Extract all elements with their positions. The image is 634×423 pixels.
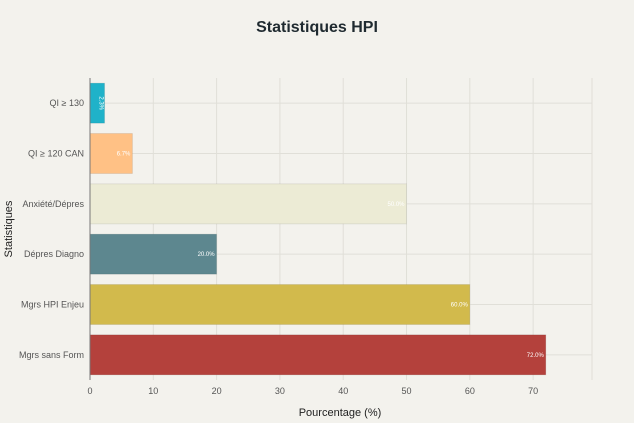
x-tick-label: 10 — [148, 386, 158, 396]
y-axis-label: Statistiques — [3, 200, 15, 257]
y-tick-label: Anxiété/Dépres — [22, 199, 84, 209]
x-tick-label: 20 — [212, 386, 222, 396]
y-tick-label: QI ≥ 130 — [50, 98, 84, 108]
x-tick-label: 70 — [528, 386, 538, 396]
y-tick-label: Dépres Diagno — [24, 249, 84, 259]
bar — [89, 183, 408, 225]
bar — [89, 233, 218, 275]
x-tick-label: 60 — [465, 386, 475, 396]
bar — [89, 133, 133, 174]
data-label: 20.0% — [198, 252, 216, 258]
bar — [89, 334, 547, 376]
chart-title: Statistiques HPI — [256, 19, 378, 36]
y-tick-label: Mgrs sans Form — [19, 350, 84, 360]
y-tick-label: QI ≥ 120 CAN — [28, 149, 84, 159]
x-tick-label: 0 — [87, 386, 92, 396]
data-label: 50.0% — [388, 202, 406, 208]
x-tick-label: 40 — [338, 386, 348, 396]
data-label: 72.0% — [527, 353, 545, 359]
data-label: 2.3% — [97, 96, 103, 110]
data-label: 6.7% — [117, 152, 131, 158]
x-tick-label: 30 — [275, 386, 285, 396]
data-label: 60.0% — [451, 303, 469, 309]
y-tick-label: Mgrs HPI Enjeu — [21, 300, 84, 310]
x-axis-label: Pourcentage (%) — [299, 407, 382, 419]
bar — [89, 284, 471, 325]
x-tick-label: 50 — [402, 386, 412, 396]
